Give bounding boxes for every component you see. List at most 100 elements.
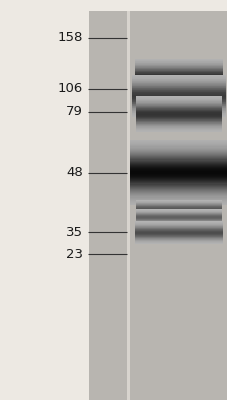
Text: 158: 158 — [58, 31, 83, 44]
Bar — [132, 99, 225, 100]
Bar — [135, 211, 221, 212]
Bar — [132, 91, 225, 92]
Bar — [135, 109, 221, 110]
Bar — [135, 107, 221, 108]
Bar — [129, 188, 227, 190]
Bar — [134, 87, 222, 88]
Bar — [134, 80, 222, 81]
Bar — [132, 111, 225, 112]
Bar — [134, 239, 222, 240]
Bar — [134, 224, 222, 225]
Bar — [134, 241, 222, 242]
Bar — [134, 242, 222, 243]
Bar — [135, 223, 221, 224]
Bar — [135, 216, 221, 217]
Bar — [135, 109, 221, 110]
Bar — [134, 60, 222, 62]
Bar — [132, 80, 225, 81]
Bar — [134, 87, 222, 88]
Bar — [135, 212, 221, 213]
Bar — [135, 219, 221, 220]
Bar — [135, 98, 221, 99]
Bar — [135, 214, 221, 215]
Bar — [134, 242, 222, 243]
Bar — [134, 61, 222, 62]
Bar — [134, 60, 222, 61]
Bar — [134, 70, 222, 71]
Bar — [135, 130, 221, 131]
Bar — [134, 222, 222, 223]
Bar — [134, 93, 222, 94]
Bar — [132, 98, 225, 99]
Bar — [135, 121, 221, 122]
Bar — [134, 62, 222, 63]
Bar — [129, 166, 227, 167]
Bar — [135, 203, 221, 204]
Bar — [135, 203, 221, 204]
Bar — [134, 225, 222, 226]
Bar — [135, 212, 221, 213]
Bar — [129, 203, 227, 204]
Bar — [134, 90, 222, 91]
Bar — [134, 62, 222, 63]
Bar — [135, 210, 221, 211]
Bar — [135, 100, 221, 102]
Bar — [134, 230, 222, 231]
Bar — [135, 117, 221, 118]
Bar — [135, 204, 221, 205]
Bar — [135, 206, 221, 207]
Bar — [129, 160, 227, 162]
Bar — [135, 122, 221, 124]
Bar — [135, 214, 221, 215]
Bar — [134, 231, 222, 232]
Bar — [135, 212, 221, 213]
Bar — [134, 236, 222, 237]
Bar — [132, 107, 225, 108]
Bar — [135, 222, 221, 223]
Bar — [134, 82, 222, 83]
Bar — [135, 219, 221, 220]
Bar — [129, 148, 227, 150]
Bar — [132, 90, 225, 91]
Bar — [135, 210, 221, 211]
Bar — [135, 126, 221, 128]
Bar — [132, 105, 225, 106]
Bar — [129, 158, 227, 160]
Bar — [134, 227, 222, 228]
Bar — [135, 202, 221, 203]
Bar — [134, 78, 222, 79]
Bar — [135, 213, 221, 214]
Bar — [135, 126, 221, 127]
Bar — [132, 80, 225, 81]
Bar — [135, 209, 221, 210]
Bar — [129, 195, 227, 196]
Bar — [132, 94, 225, 95]
Bar — [134, 68, 222, 69]
Bar — [135, 217, 221, 218]
Bar — [134, 68, 222, 69]
Bar — [134, 228, 222, 229]
Bar — [129, 142, 227, 143]
Bar — [134, 59, 222, 60]
Bar — [134, 236, 222, 237]
Bar — [134, 89, 222, 90]
Bar — [129, 152, 227, 153]
Bar — [132, 88, 225, 89]
Bar — [129, 200, 227, 202]
Bar — [134, 90, 222, 91]
Bar — [135, 207, 221, 208]
Bar — [132, 97, 225, 98]
Bar — [134, 67, 222, 68]
Bar — [135, 104, 221, 105]
Bar — [134, 84, 222, 85]
Bar — [132, 87, 225, 88]
Bar — [129, 183, 227, 184]
Bar — [135, 215, 221, 216]
Bar — [135, 218, 221, 219]
Bar — [135, 209, 221, 210]
Bar — [129, 143, 227, 144]
Text: 79: 79 — [66, 105, 83, 118]
Bar — [132, 86, 225, 88]
Bar — [134, 93, 222, 94]
Bar — [135, 217, 221, 218]
